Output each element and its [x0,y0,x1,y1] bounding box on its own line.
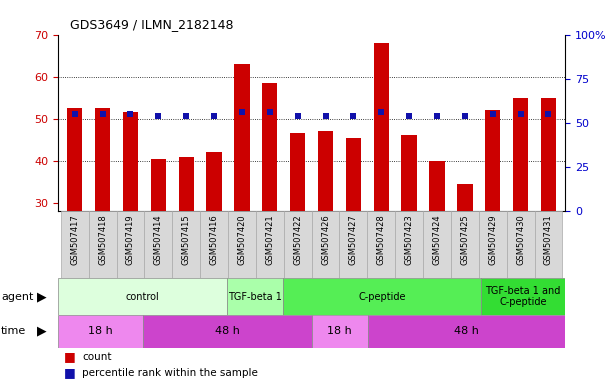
Bar [151,159,166,329]
Bar [312,315,368,348]
Bar [142,315,312,348]
Point [348,113,358,119]
Text: TGF-beta 1 and
C-peptide: TGF-beta 1 and C-peptide [485,286,561,308]
Bar [284,211,312,278]
Bar [172,211,200,278]
Text: agent: agent [1,291,34,302]
Bar [346,137,361,329]
Bar [234,64,250,329]
Text: ▶: ▶ [37,290,46,303]
Point [70,111,79,117]
Bar [89,211,117,278]
Text: GSM507427: GSM507427 [349,214,358,265]
Bar [227,278,284,315]
Point [293,113,302,119]
Point [209,113,219,119]
Text: C-peptide: C-peptide [358,291,406,302]
Text: 18 h: 18 h [327,326,352,336]
Point [544,111,554,117]
Text: GSM507420: GSM507420 [238,214,246,265]
Bar [485,110,500,329]
Text: ■: ■ [64,366,76,379]
Point [432,113,442,119]
Text: TGF-beta 1: TGF-beta 1 [229,291,282,302]
Bar [117,211,144,278]
Text: 48 h: 48 h [454,326,479,336]
Bar [367,211,395,278]
Point [153,113,163,119]
Point [237,109,247,115]
Bar [178,157,194,329]
Text: GSM507421: GSM507421 [265,214,274,265]
Bar [401,136,417,329]
Point [265,109,275,115]
Bar [123,113,138,329]
Bar [451,211,479,278]
Text: GSM507423: GSM507423 [404,214,414,265]
Bar [58,278,227,315]
Bar [340,211,367,278]
Bar [58,315,142,348]
Bar [513,98,529,329]
Text: GSM507417: GSM507417 [70,214,79,265]
Text: GSM507418: GSM507418 [98,214,107,265]
Point [376,109,386,115]
Text: percentile rank within the sample: percentile rank within the sample [82,368,258,378]
Text: GDS3649 / ILMN_2182148: GDS3649 / ILMN_2182148 [70,18,234,31]
Bar [481,278,565,315]
Bar [290,133,306,329]
Text: GSM507425: GSM507425 [460,214,469,265]
Text: GSM507431: GSM507431 [544,214,553,265]
Bar [256,211,284,278]
Bar [507,211,535,278]
Point [488,111,497,117]
Text: time: time [1,326,26,336]
Text: GSM507416: GSM507416 [210,214,219,265]
Text: ■: ■ [64,350,76,363]
Bar [423,211,451,278]
Point [516,111,525,117]
Point [181,113,191,119]
Text: 18 h: 18 h [88,326,112,336]
Bar [368,315,565,348]
Bar [262,83,277,329]
Bar [430,161,445,329]
Text: count: count [82,352,112,362]
Point [126,111,136,117]
Bar [312,211,340,278]
Text: GSM507429: GSM507429 [488,214,497,265]
Bar [541,98,556,329]
Bar [373,43,389,329]
Bar [395,211,423,278]
Text: GSM507428: GSM507428 [377,214,386,265]
Bar [228,211,256,278]
Text: GSM507415: GSM507415 [181,214,191,265]
Bar [144,211,172,278]
Bar [200,211,228,278]
Bar [479,211,507,278]
Point [460,113,470,119]
Text: ▶: ▶ [37,325,46,338]
Text: GSM507419: GSM507419 [126,214,135,265]
Bar [61,211,89,278]
Bar [318,131,333,329]
Bar [67,108,82,329]
Bar [457,184,472,329]
Point [321,113,331,119]
Text: GSM507430: GSM507430 [516,214,525,265]
Text: control: control [126,291,159,302]
Bar [284,278,481,315]
Point [98,111,108,117]
Text: GSM507414: GSM507414 [154,214,163,265]
Bar [207,152,222,329]
Bar [95,108,111,329]
Text: GSM507424: GSM507424 [433,214,442,265]
Point [404,113,414,119]
Text: GSM507422: GSM507422 [293,214,302,265]
Text: 48 h: 48 h [214,326,240,336]
Bar [535,211,562,278]
Text: GSM507426: GSM507426 [321,214,330,265]
